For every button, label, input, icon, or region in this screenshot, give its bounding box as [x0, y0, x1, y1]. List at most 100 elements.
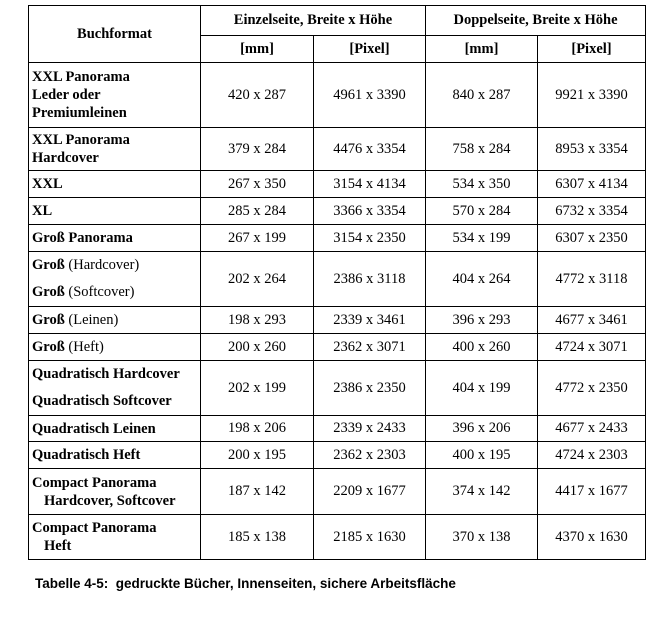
format-line: Premiumleinen	[32, 104, 196, 122]
header-cell: Buchformat	[28, 5, 201, 63]
size-cell: 3154 x 4134	[313, 170, 426, 198]
format-name: XXL Panorama	[32, 132, 130, 148]
format-line: XXL Panorama	[32, 131, 196, 149]
format-cell: XXL Panorama Leder oder Premiumleinen	[28, 62, 201, 128]
format-name: Leder oder	[32, 87, 101, 103]
table-row: Compact Panorama Heft 185 x 138 2185 x 1630…	[28, 514, 646, 560]
size-cell: 374 x 142	[425, 468, 538, 515]
format-variant: (Hardcover)	[68, 257, 140, 273]
size-cell: 198 x 206	[200, 415, 314, 442]
format-cell: Groß (Leinen)	[28, 306, 201, 334]
format-name: Quadratisch Leinen	[32, 420, 156, 437]
size-cell: 420 x 287	[200, 62, 314, 128]
format-name: Quadratisch Hardcover	[32, 366, 180, 382]
size-cell: 2386 x 2350	[313, 360, 426, 416]
size-cell: 2339 x 2433	[313, 415, 426, 442]
size-cell: 2362 x 2303	[313, 441, 426, 469]
size-cell: 370 x 138	[425, 514, 538, 560]
size-cell: 4772 x 3118	[537, 251, 646, 307]
format-cell: Quadratisch Leinen	[28, 415, 201, 442]
size-cell: 8953 x 3354	[537, 127, 646, 171]
format-cell: Groß Panorama	[28, 224, 201, 252]
size-cell: 404 x 199	[425, 360, 538, 416]
format-name: Quadratisch Softcover	[32, 393, 172, 409]
size-cell: 400 x 195	[425, 441, 538, 469]
size-cell: 185 x 138	[200, 514, 314, 560]
format-cell: Compact Panorama Hardcover, Softcover	[28, 468, 201, 515]
table-row: Groß Panorama 267 x 199 3154 x 2350 534 x 1…	[28, 224, 646, 252]
size-cell: 202 x 264	[200, 251, 314, 307]
format-line: Quadratisch Softcover	[32, 388, 196, 415]
size-cell: 285 x 284	[200, 197, 314, 225]
size-cell: 2185 x 1630	[313, 514, 426, 560]
size-cell: 840 x 287	[425, 62, 538, 128]
table-row: Compact Panorama Hardcover, Softcover 187 …	[28, 468, 646, 515]
size-cell: 758 x 284	[425, 127, 538, 171]
table-row: Quadratisch Hardcover Quadratisch Softcov…	[28, 360, 646, 416]
size-cell: 4677 x 2433	[537, 415, 646, 442]
size-cell: 396 x 293	[425, 306, 538, 334]
format-name: Groß	[32, 312, 65, 328]
size-cell: 396 x 206	[425, 415, 538, 442]
size-cell: 198 x 293	[200, 306, 314, 334]
format-line: Groß (Hardcover)	[32, 252, 196, 279]
size-cell: 2209 x 1677	[313, 468, 426, 515]
format-line: Groß (Softcover)	[32, 279, 196, 306]
table-row: Quadratisch Heft 200 x 195 2362 x 2303 400 …	[28, 441, 646, 469]
caption: Tabelle 4-5: gedruckte Bücher, Innenseit…	[35, 576, 456, 591]
size-cell: 4677 x 3461	[537, 306, 646, 334]
size-cell: 379 x 284	[200, 127, 314, 171]
format-name: Compact Panorama	[32, 520, 157, 536]
format-line: XL	[32, 202, 196, 220]
size-cell: 2339 x 3461	[313, 306, 426, 334]
size-cell: 534 x 350	[425, 170, 538, 198]
unit-cell: [Pixel]	[537, 35, 646, 63]
format-cell: Groß (Heft)	[28, 333, 201, 361]
format-line: Groß Panorama	[32, 229, 196, 247]
format-name: XL	[32, 203, 53, 219]
size-cell: 9921 x 3390	[537, 62, 646, 128]
format-line: XXL	[32, 175, 196, 193]
format-name: Premiumleinen	[32, 105, 127, 121]
size-cell: 187 x 142	[200, 468, 314, 515]
format-name: Groß	[32, 257, 65, 273]
format-name: Hardcover	[32, 150, 99, 166]
table-row: Quadratisch Leinen 198 x 206 2339 x 2433 39…	[28, 415, 646, 442]
format-name: Groß	[32, 339, 65, 355]
format-name: XXL	[32, 176, 63, 192]
format-line: Heft	[32, 537, 196, 555]
format-cell: XL	[28, 197, 201, 225]
format-name: Heft	[44, 538, 72, 554]
table-row: XL 285 x 284 3366 x 3354 570 x 284 6732 x 33…	[28, 197, 646, 225]
size-cell: 267 x 199	[200, 224, 314, 252]
size-cell: 3154 x 2350	[313, 224, 426, 252]
size-cell: 6307 x 2350	[537, 224, 646, 252]
size-cell: 200 x 195	[200, 441, 314, 469]
size-cell: 200 x 260	[200, 333, 314, 361]
table-row: XXL Panorama Leder oder Premiumleinen 420 x…	[28, 62, 646, 128]
format-cell: Compact Panorama Heft	[28, 514, 201, 560]
format-line: Hardcover	[32, 149, 196, 167]
size-cell: 6307 x 4134	[537, 170, 646, 198]
format-cell: XXL Panorama Hardcover	[28, 127, 201, 171]
format-name: Compact Panorama	[32, 474, 157, 491]
format-cell: Quadratisch Heft	[28, 441, 201, 469]
table-row: XXL Panorama Hardcover 379 x 284 4476 x 335…	[28, 127, 646, 171]
format-name: Groß	[32, 284, 65, 300]
table-row: Groß (Heft) 200 x 260 2362 x 3071 400 x 260…	[28, 333, 646, 361]
size-cell: 400 x 260	[425, 333, 538, 361]
format-line: Groß (Leinen)	[32, 311, 196, 329]
format-variant: (Heft)	[68, 339, 104, 355]
format-cell: Quadratisch Hardcover Quadratisch Softcov…	[28, 360, 201, 416]
table-row: XXL 267 x 350 3154 x 4134 534 x 350 6307 x 4…	[28, 170, 646, 198]
size-cell: 404 x 264	[425, 251, 538, 307]
format-line: Quadratisch Hardcover	[32, 361, 196, 388]
format-name: Groß Panorama	[32, 230, 133, 246]
size-cell: 4724 x 2303	[537, 441, 646, 469]
size-cell: 4961 x 3390	[313, 62, 426, 128]
size-cell: 267 x 350	[200, 170, 314, 198]
format-name: Quadratisch Heft	[32, 447, 141, 463]
size-cell: 4370 x 1630	[537, 514, 646, 560]
format-line: Quadratisch Heft	[32, 446, 196, 464]
